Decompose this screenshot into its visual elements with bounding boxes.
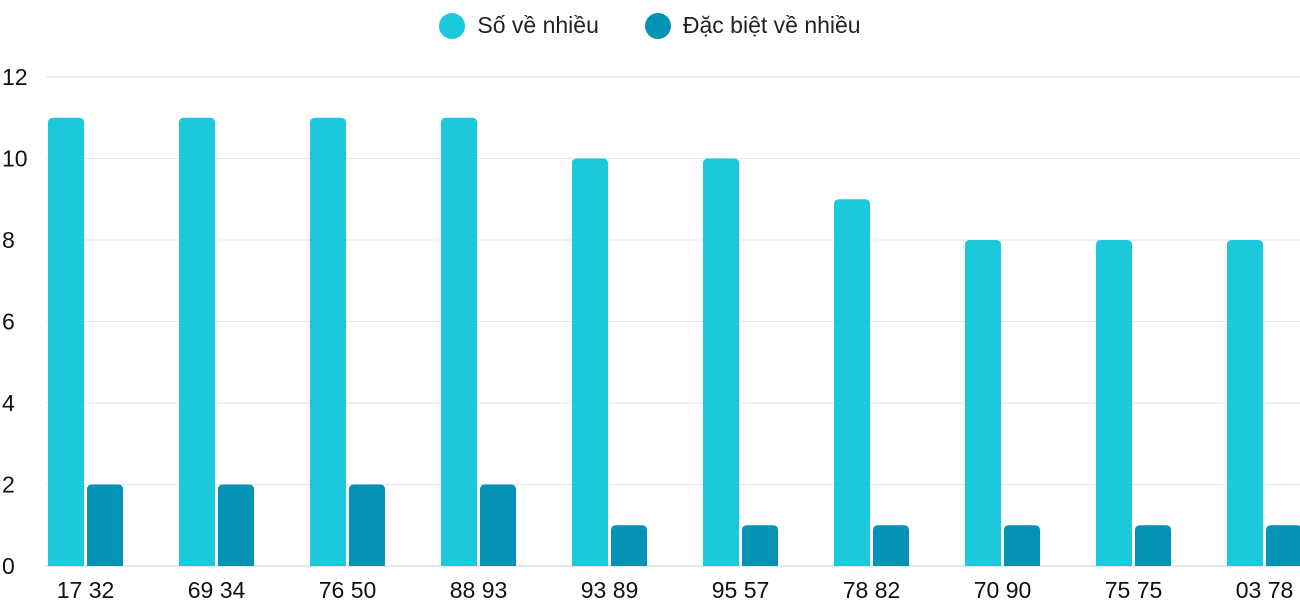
bar (965, 240, 1001, 566)
y-tick-label: 12 (2, 64, 28, 90)
bar (441, 117, 477, 566)
bar (1004, 525, 1040, 566)
x-tick-label: 70 90 (974, 577, 1032, 600)
x-tick-label: 93 89 (581, 577, 639, 600)
bar (834, 199, 870, 566)
bar (480, 484, 516, 566)
bar (1227, 240, 1263, 566)
x-tick-label: 76 50 (319, 577, 377, 600)
bar (703, 158, 739, 566)
bar (310, 117, 346, 566)
y-tick-label: 6 (2, 309, 15, 335)
y-tick-label: 10 (2, 146, 28, 172)
legend-label: Đặc biệt về nhiều (682, 12, 861, 38)
bar (349, 484, 385, 566)
bar (572, 158, 608, 566)
bar (873, 525, 909, 566)
y-tick-label: 4 (2, 390, 15, 416)
bar (218, 484, 254, 566)
x-tick-label: 03 78 (1236, 577, 1294, 600)
legend: Số về nhiều Đặc biệt về nhiều (0, 12, 1300, 39)
legend-swatch (644, 12, 671, 39)
x-tick-label: 75 75 (1105, 577, 1163, 600)
x-tick-label: 95 57 (712, 577, 770, 600)
legend-item-dac-biet-ve-nhieu[interactable]: Đặc biệt về nhiều (644, 12, 861, 39)
bar (611, 525, 647, 566)
y-tick-label: 8 (2, 227, 15, 253)
legend-label: Số về nhiều (477, 12, 599, 38)
bar (87, 484, 123, 566)
x-tick-label: 88 93 (450, 577, 508, 600)
bar (742, 525, 778, 566)
bar (1266, 525, 1300, 566)
x-tick-label: 78 82 (843, 577, 901, 600)
bar (1096, 240, 1132, 566)
x-tick-label: 69 34 (188, 577, 246, 600)
legend-item-so-ve-nhieu[interactable]: Số về nhiều (439, 12, 599, 39)
y-tick-label: 0 (2, 553, 15, 579)
x-tick-label: 17 32 (57, 577, 115, 600)
bar (1135, 525, 1171, 566)
bar (48, 117, 84, 566)
y-tick-label: 2 (2, 472, 15, 498)
bar (179, 117, 215, 566)
legend-swatch (439, 12, 466, 39)
